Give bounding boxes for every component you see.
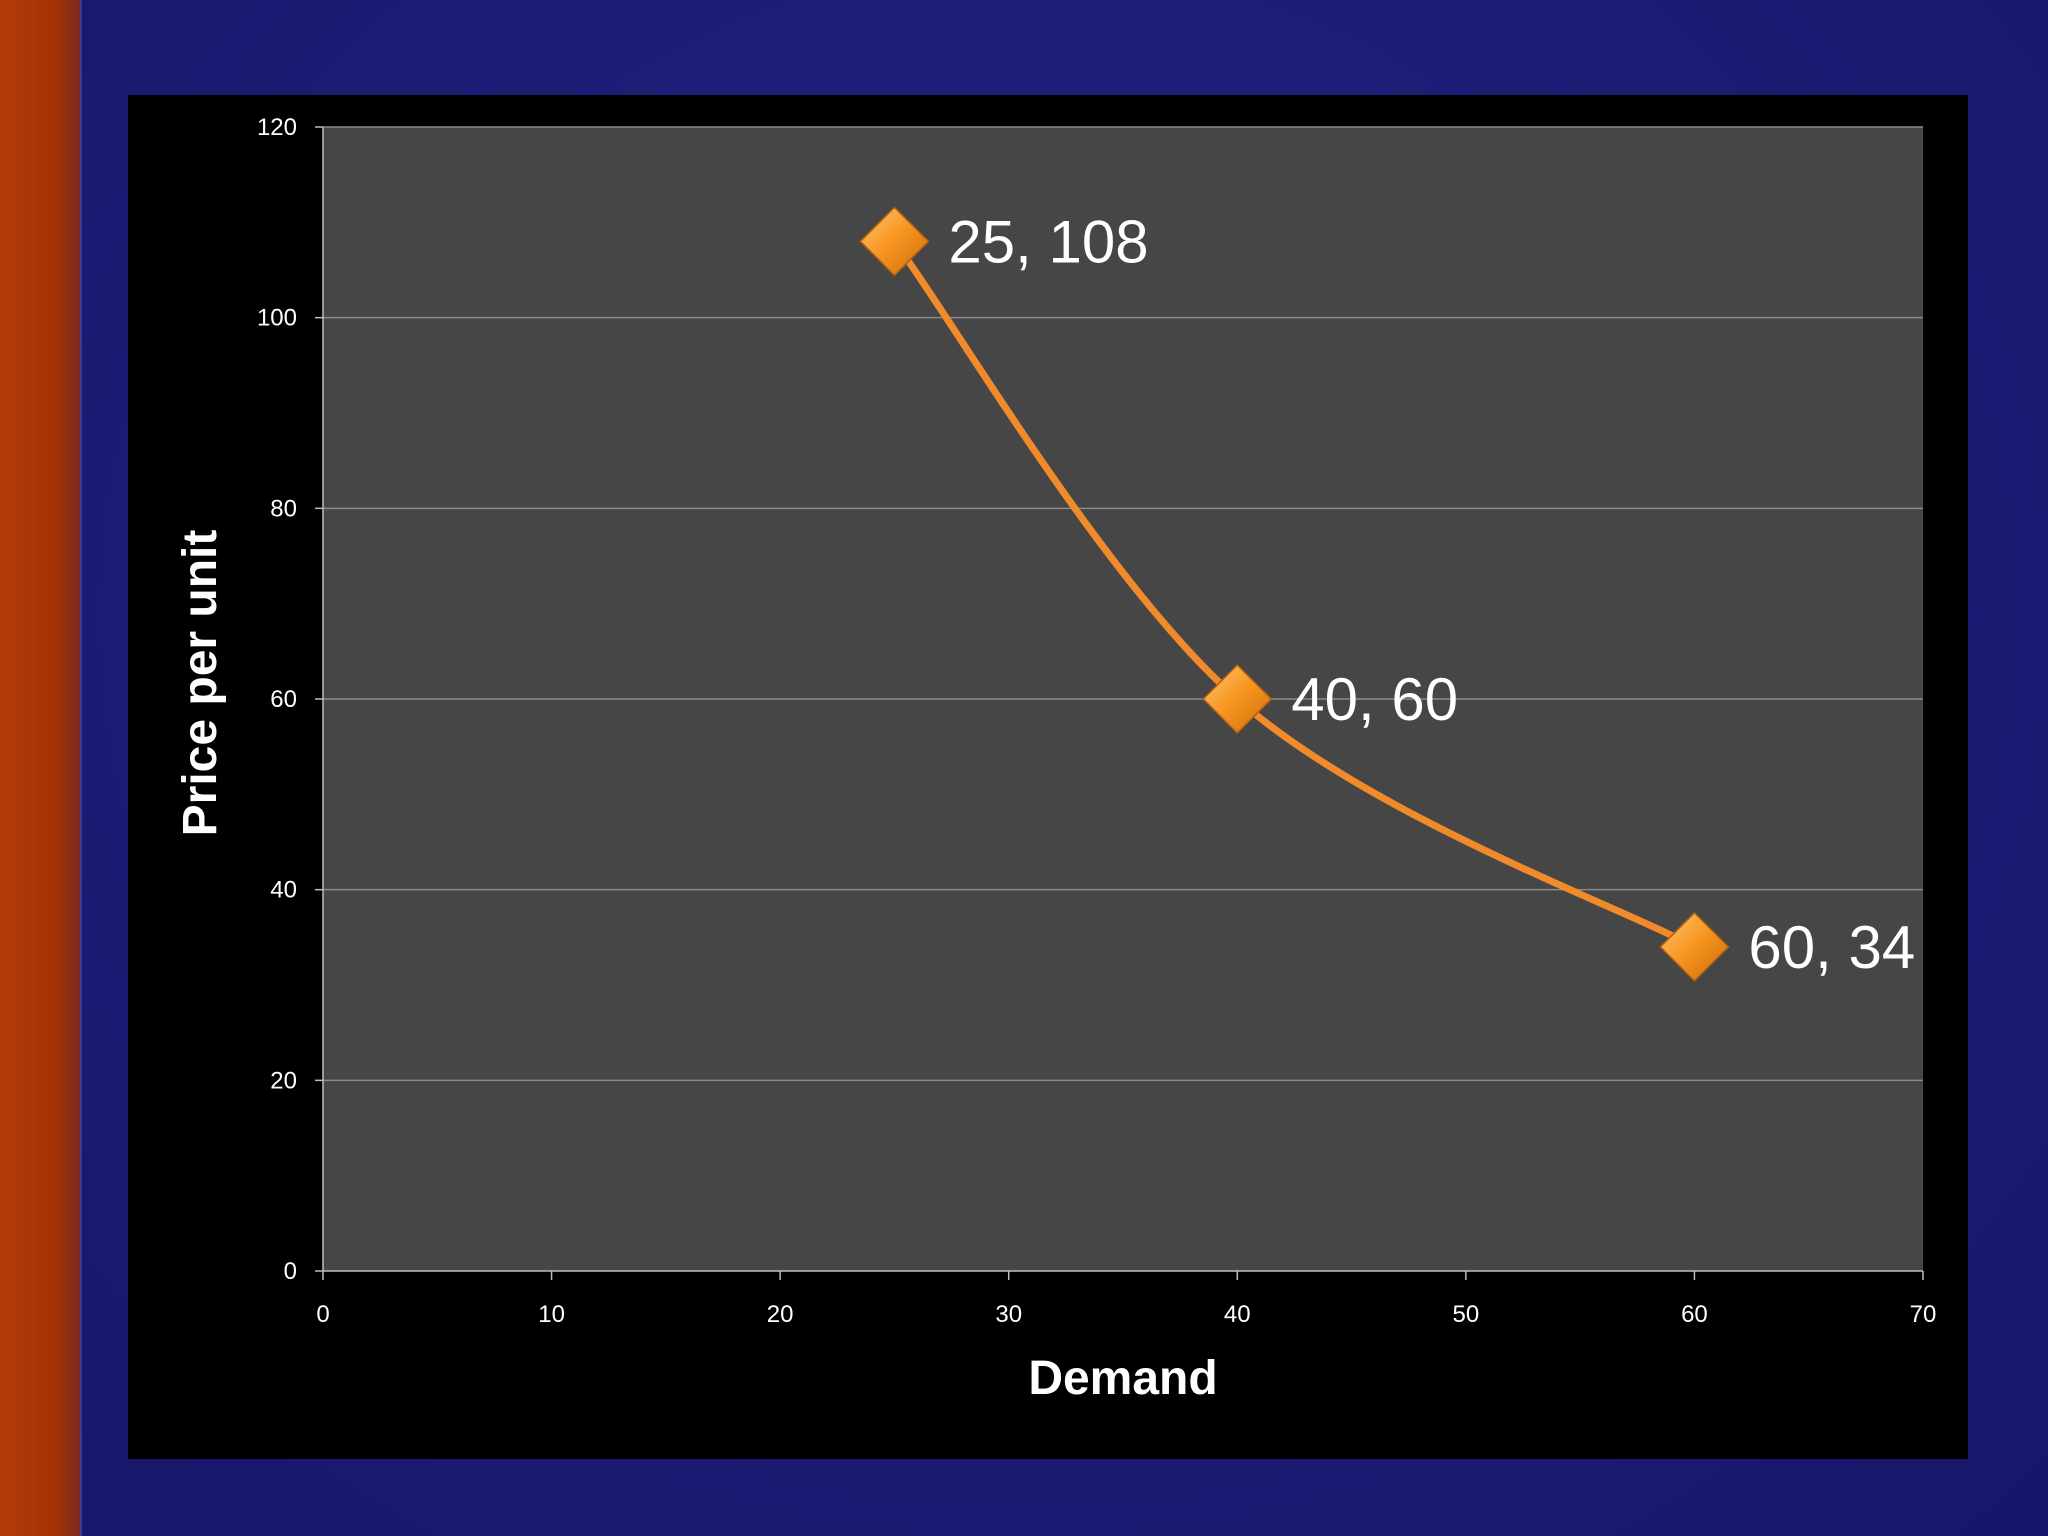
- y-tick-label: 40: [270, 877, 297, 904]
- y-tick-label: 20: [270, 1067, 297, 1094]
- x-tick-label: 60: [1681, 1301, 1708, 1328]
- gridlines: [323, 126, 1923, 1082]
- data-point-marker: [1659, 911, 1730, 982]
- x-tick-label: 0: [316, 1301, 329, 1328]
- series-layer: [859, 206, 1730, 982]
- data-label-layer: 25, 108 40, 60 60, 34: [948, 208, 1915, 980]
- data-point-label: 40, 60: [1291, 666, 1458, 733]
- y-tick-label: 80: [270, 495, 297, 522]
- side-accent-bar: [0, 0, 82, 1536]
- x-tick-label: 30: [995, 1301, 1022, 1328]
- chart-panel: 0 20 40 60 80 100 120 0 10 20 30 40 50 60 70 25, 108 40…: [128, 95, 1968, 1459]
- y-tick-label: 100: [257, 305, 297, 332]
- x-tick-label: 40: [1224, 1301, 1251, 1328]
- chart-svg: 0 20 40 60 80 100 120 0 10 20 30 40 50 60 70 25, 108 40…: [174, 114, 1936, 1405]
- data-point-marker: [859, 206, 930, 277]
- axes: 0 20 40 60 80 100 120 0 10 20 30 40 50 60 70: [257, 114, 1936, 1328]
- x-tick-label: 70: [1910, 1301, 1937, 1328]
- data-point-marker: [1202, 663, 1273, 735]
- y-axis-title: Price per unit: [174, 530, 227, 837]
- data-point-label: 25, 108: [948, 208, 1148, 275]
- x-tick-label: 10: [538, 1301, 565, 1328]
- x-axis-title: Demand: [1028, 1352, 1217, 1405]
- x-tick-label: 50: [1453, 1301, 1480, 1328]
- x-tick-label: 20: [767, 1301, 794, 1328]
- data-point-label: 60, 34: [1748, 914, 1915, 981]
- y-tick-label: 0: [284, 1258, 297, 1285]
- y-tick-label: 60: [270, 686, 297, 713]
- y-tick-label: 120: [257, 114, 297, 141]
